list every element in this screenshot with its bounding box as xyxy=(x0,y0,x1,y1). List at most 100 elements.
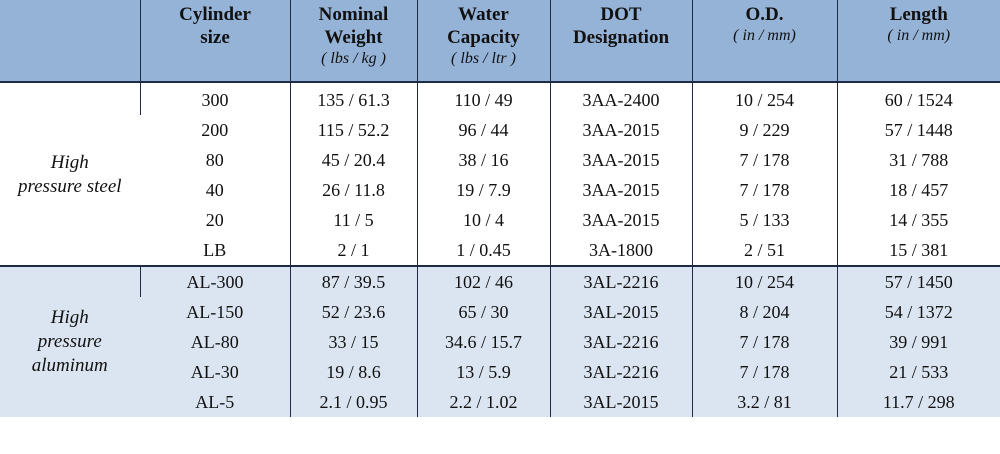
cell-length: 31 / 788 xyxy=(836,145,1000,175)
cell-od: 9 / 229 xyxy=(691,115,837,145)
header-weight-unit: ( lbs / kg ) xyxy=(321,50,386,67)
cell-od: 5 / 133 xyxy=(691,205,837,235)
cell-size: AL-30 xyxy=(140,357,290,387)
cell-length: 18 / 457 xyxy=(836,175,1000,205)
header-water-unit: ( lbs / ltr ) xyxy=(451,50,516,67)
table-row: AL-5 2.1 / 0.95 2.2 / 1.02 3AL-2015 3.2 … xyxy=(0,387,1000,417)
header-water-line2: Capacity xyxy=(447,27,520,48)
cell-length: 54 / 1372 xyxy=(836,297,1000,327)
table-row: AL-30 19 / 8.6 13 / 5.9 3AL-2216 7 / 178… xyxy=(0,357,1000,387)
cell-od: 7 / 178 xyxy=(691,175,837,205)
table-row: 20 11 / 5 10 / 4 3AA-2015 5 / 133 14 / 3… xyxy=(0,205,1000,235)
cell-length: 11.7 / 298 xyxy=(836,387,1000,417)
cell-dot: 3AL-2216 xyxy=(549,265,692,297)
header-weight-line2: Weight xyxy=(324,27,383,48)
cell-dot: 3AA-2015 xyxy=(549,115,692,145)
header-size-line2: size xyxy=(200,27,230,48)
cell-water: 10 / 4 xyxy=(416,205,550,235)
group-label-aluminum: High pressure aluminum xyxy=(0,265,140,417)
cell-size: 80 xyxy=(140,145,290,175)
cell-dot: 3A-1800 xyxy=(549,235,692,266)
cell-length: 14 / 355 xyxy=(836,205,1000,235)
table-row: AL-80 33 / 15 34.6 / 15.7 3AL-2216 7 / 1… xyxy=(0,327,1000,357)
header-length-unit: ( in / mm) xyxy=(887,27,951,44)
group-label-line: aluminum xyxy=(31,355,108,376)
header-cylinder-size: Cylinder size xyxy=(139,0,290,83)
header-water-line1: Water xyxy=(458,4,509,25)
cell-length: 15 / 381 xyxy=(836,235,1000,266)
table-row: High pressure steel 300 135 / 61.3 110 /… xyxy=(0,82,1000,266)
cell-weight: 135 / 61.3 xyxy=(289,82,417,115)
cell-water: 96 / 44 xyxy=(416,115,550,145)
cell-od: 7 / 178 xyxy=(691,357,837,387)
cell-od: 7 / 178 xyxy=(691,145,837,175)
cell-dot: 3AA-2015 xyxy=(549,175,692,205)
group-label-steel: High pressure steel xyxy=(0,82,140,266)
cell-od: 8 / 204 xyxy=(691,297,837,327)
cell-water: 102 / 46 xyxy=(416,265,550,297)
group-label-line: High xyxy=(50,152,89,173)
cell-weight: 19 / 8.6 xyxy=(289,357,417,387)
cell-size: 300 xyxy=(139,82,290,115)
cell-water: 110 / 49 xyxy=(416,82,550,115)
group-label-line: pressure xyxy=(37,331,102,352)
cell-weight: 45 / 20.4 xyxy=(289,145,417,175)
cell-length: 21 / 533 xyxy=(836,357,1000,387)
table-row: LB 2 / 1 1 / 0.45 3A-1800 2 / 51 15 / 38… xyxy=(0,235,1000,266)
header-row: Cylinder size Nominal Weight ( lbs / kg … xyxy=(0,0,1000,83)
cell-size: AL-80 xyxy=(140,327,290,357)
cell-water: 2.2 / 1.02 xyxy=(416,387,550,417)
cell-water: 1 / 0.45 xyxy=(416,235,550,266)
header-water-capacity: Water Capacity ( lbs / ltr ) xyxy=(416,0,550,83)
header-od-unit: ( in / mm) xyxy=(733,27,796,44)
header-dot-line2: Designation xyxy=(572,27,670,48)
cell-dot: 3AL-2216 xyxy=(549,327,692,357)
cell-size: AL-150 xyxy=(140,297,290,327)
cell-weight: 87 / 39.5 xyxy=(289,265,417,297)
table-row: AL-150 52 / 23.6 65 / 30 3AL-2015 8 / 20… xyxy=(0,297,1000,327)
header-dot-designation: DOT Designation xyxy=(549,0,692,83)
cell-dot: 3AA-2015 xyxy=(549,145,692,175)
header-size-line1: Cylinder xyxy=(179,4,251,25)
cell-size: 200 xyxy=(140,115,290,145)
header-weight-line1: Nominal xyxy=(318,4,389,25)
cylinder-spec-table: Cylinder size Nominal Weight ( lbs / kg … xyxy=(0,0,1000,417)
table-row: 80 45 / 20.4 38 / 16 3AA-2015 7 / 178 31… xyxy=(0,145,1000,175)
cell-dot: 3AL-2015 xyxy=(549,297,692,327)
cell-weight: 2.1 / 0.95 xyxy=(289,387,417,417)
header-group xyxy=(0,0,140,83)
header-nominal-weight: Nominal Weight ( lbs / kg ) xyxy=(289,0,417,83)
cell-od: 10 / 254 xyxy=(691,265,837,297)
header-od-line1: O.D. xyxy=(745,4,784,25)
cell-dot: 3AA-2015 xyxy=(549,205,692,235)
cell-size: 20 xyxy=(140,205,290,235)
cell-size: 40 xyxy=(140,175,290,205)
cell-od: 2 / 51 xyxy=(691,235,837,266)
cell-weight: 115 / 52.2 xyxy=(289,115,417,145)
cell-length: 60 / 1524 xyxy=(836,82,1000,115)
header-length-line1: Length xyxy=(889,4,948,25)
cell-od: 10 / 254 xyxy=(691,82,837,115)
cell-length: 57 / 1448 xyxy=(836,115,1000,145)
table-row: 40 26 / 11.8 19 / 7.9 3AA-2015 7 / 178 1… xyxy=(0,175,1000,205)
cell-water: 19 / 7.9 xyxy=(416,175,550,205)
cell-water: 34.6 / 15.7 xyxy=(416,327,550,357)
cell-size: LB xyxy=(140,235,290,266)
cell-od: 7 / 178 xyxy=(691,327,837,357)
cell-weight: 33 / 15 xyxy=(289,327,417,357)
cell-dot: 3AA-2400 xyxy=(549,82,692,115)
cell-weight: 52 / 23.6 xyxy=(289,297,417,327)
cell-length: 39 / 991 xyxy=(836,327,1000,357)
cell-water: 38 / 16 xyxy=(416,145,550,175)
cell-dot: 3AL-2015 xyxy=(549,387,692,417)
header-length: Length ( in / mm) xyxy=(836,0,1000,83)
header-dot-line1: DOT xyxy=(600,4,642,25)
steel-group: High pressure steel 300 135 / 61.3 110 /… xyxy=(0,82,1000,266)
cell-size: AL-300 xyxy=(139,265,290,297)
table-row: High pressure aluminum AL-300 87 / 39.5 … xyxy=(0,265,1000,417)
cell-water: 13 / 5.9 xyxy=(416,357,550,387)
aluminum-group: High pressure aluminum AL-300 87 / 39.5 … xyxy=(0,265,1000,417)
cell-water: 65 / 30 xyxy=(416,297,550,327)
cell-weight: 2 / 1 xyxy=(289,235,417,266)
group-label-line: High xyxy=(50,307,89,328)
